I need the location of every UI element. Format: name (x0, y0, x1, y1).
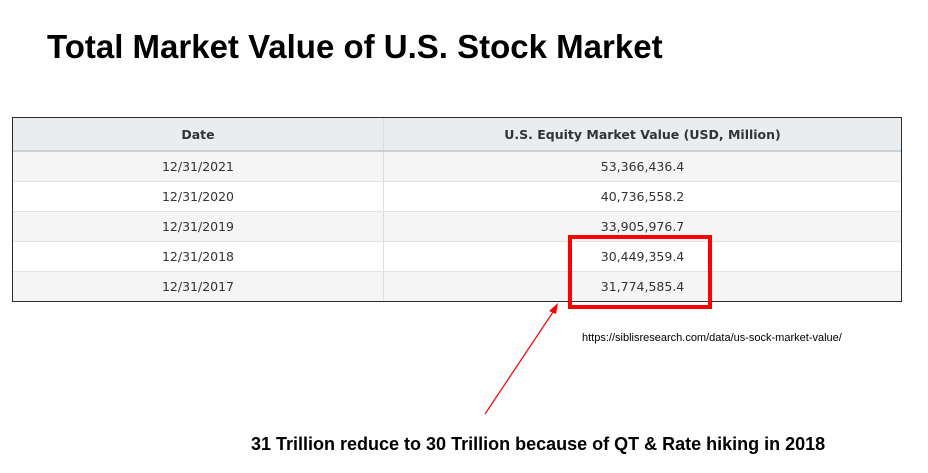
table-row: 12/31/2018 30,449,359.4 (13, 241, 901, 272)
annotation-text: 31 Trillion reduce to 30 Trillion becaus… (251, 434, 826, 454)
date-cell: 12/31/2020 (13, 181, 384, 212)
value-cell: 40,736,558.2 (383, 181, 901, 212)
page-title: Total Market Value of U.S. Stock Market (47, 28, 663, 65)
source-url: https://siblisresearch.com/data/us-sock-… (582, 332, 842, 344)
table-row: 12/31/2017 31,774,585.4 (13, 271, 901, 301)
value-cell: 30,449,359.4 (383, 241, 901, 272)
column-header-value: U.S. Equity Market Value (USD, Million) (383, 118, 901, 152)
table-row: 12/31/2019 33,905,976.7 (13, 211, 901, 242)
date-cell: 12/31/2021 (13, 151, 384, 182)
date-cell: 12/31/2019 (13, 211, 384, 242)
table-header-row: Date U.S. Equity Market Value (USD, Mill… (13, 118, 901, 152)
date-cell: 12/31/2017 (13, 271, 384, 301)
date-cell: 12/31/2018 (13, 241, 384, 272)
value-cell: 53,366,436.4 (383, 151, 901, 182)
column-header-date: Date (13, 118, 384, 152)
arrow-head (549, 303, 558, 314)
arrow-line (484, 308, 556, 415)
table-row: 12/31/2020 40,736,558.2 (13, 181, 901, 212)
value-cell: 31,774,585.4 (383, 271, 901, 301)
data-table: Date U.S. Equity Market Value (USD, Mill… (13, 118, 901, 301)
market-value-table: Date U.S. Equity Market Value (USD, Mill… (12, 117, 902, 302)
table-row: 12/31/2021 53,366,436.4 (13, 151, 901, 182)
highlight-box (568, 235, 712, 309)
